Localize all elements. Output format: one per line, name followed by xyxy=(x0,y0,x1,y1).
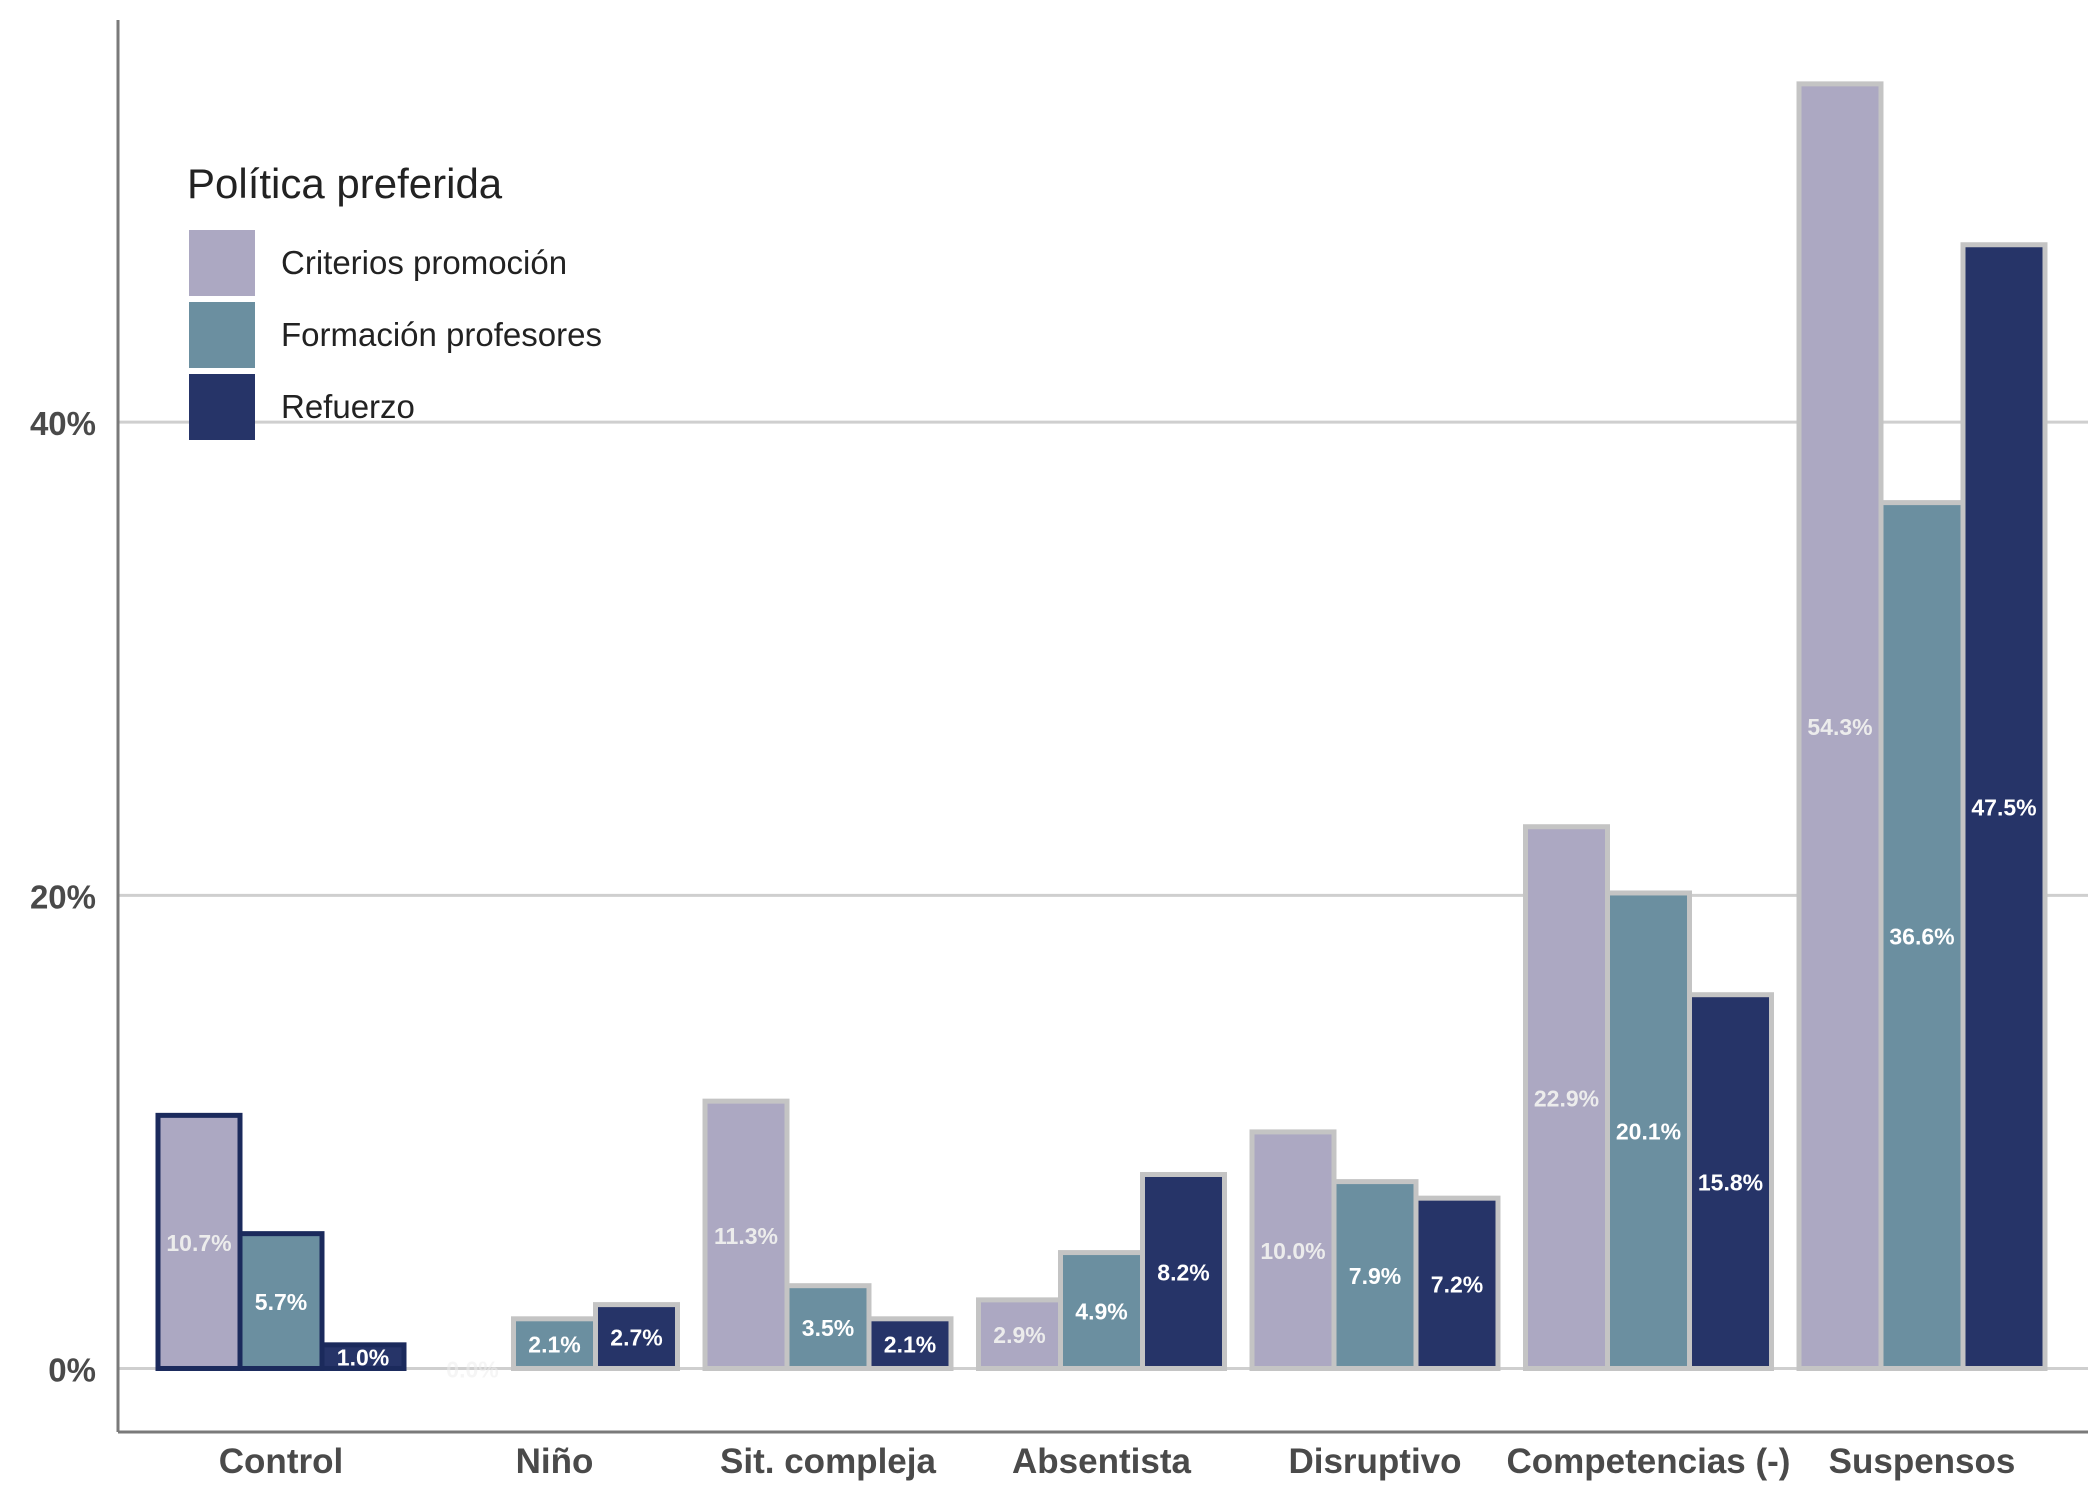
data-label: 1.0% xyxy=(337,1345,389,1371)
bar xyxy=(1796,81,1884,1371)
legend-label: Formación profesores xyxy=(281,316,602,353)
bar xyxy=(1331,1179,1419,1371)
bar xyxy=(1960,242,2048,1371)
bar xyxy=(1413,1195,1501,1371)
data-label: 10.7% xyxy=(166,1230,231,1256)
data-label: 15.8% xyxy=(1698,1170,1763,1196)
bar xyxy=(1058,1250,1145,1371)
data-label: 2.1% xyxy=(528,1332,580,1358)
data-label: 2.1% xyxy=(884,1332,936,1358)
data-label: 11.3% xyxy=(714,1223,778,1249)
x-tick-label: Competencias (-) xyxy=(1507,1442,1791,1481)
bar xyxy=(1687,992,1774,1371)
data-label: 5.7% xyxy=(255,1289,307,1315)
data-label: 47.5% xyxy=(1971,795,2036,821)
data-label: 2.7% xyxy=(610,1325,662,1351)
axes: 0% 20% 40% Control Niño Sit. compleja Absentis… xyxy=(30,20,2088,1481)
bar xyxy=(702,1098,790,1371)
legend-swatch xyxy=(189,374,255,440)
bar xyxy=(1140,1171,1227,1371)
data-label: 3.5% xyxy=(802,1315,854,1341)
x-tick-label: Absentista xyxy=(1012,1442,1191,1481)
bar xyxy=(237,1231,325,1371)
data-label: 7.2% xyxy=(1431,1271,1483,1297)
legend-swatch xyxy=(189,302,255,368)
bar xyxy=(319,1342,407,1371)
y-tick-label: 40% xyxy=(30,405,96,442)
legend-label: Criterios promoción xyxy=(281,244,567,281)
x-tick-label: Control xyxy=(219,1442,343,1481)
bar xyxy=(593,1302,680,1371)
data-label: 0.0% xyxy=(446,1356,498,1382)
bar xyxy=(1249,1129,1337,1371)
data-labels: 10.7% 5.7% 1.0% 0.0% 2.1% 2.7% 11.3% 3.5% 2.1% 2.… xyxy=(166,714,2036,1382)
bars xyxy=(155,81,2048,1371)
y-tick-label: 20% xyxy=(30,878,96,915)
bar xyxy=(1878,500,1966,1371)
data-label: 54.3% xyxy=(1807,714,1872,740)
legend: Política preferida Criterios promoción For… xyxy=(187,160,602,440)
bar xyxy=(1523,824,1610,1371)
x-tick-label: Suspensos xyxy=(1829,1442,2016,1481)
bar xyxy=(155,1112,243,1371)
data-label: 22.9% xyxy=(1534,1086,1599,1112)
data-label: 10.0% xyxy=(1260,1238,1325,1264)
bar xyxy=(784,1283,872,1371)
legend-swatch xyxy=(189,230,255,296)
bar xyxy=(976,1297,1063,1371)
data-label: 8.2% xyxy=(1157,1259,1209,1285)
y-tick-label: 0% xyxy=(48,1351,96,1388)
data-label: 7.9% xyxy=(1349,1263,1401,1289)
data-label: 20.1% xyxy=(1616,1119,1681,1145)
x-tick-label: Disruptivo xyxy=(1288,1442,1461,1481)
x-tick-label: Niño xyxy=(516,1442,594,1481)
data-label: 2.9% xyxy=(993,1322,1045,1348)
data-label: 36.6% xyxy=(1889,924,1954,950)
gridlines xyxy=(118,420,2088,1370)
data-label: 4.9% xyxy=(1075,1299,1127,1325)
bar xyxy=(866,1316,954,1371)
x-tick-label: Sit. compleja xyxy=(720,1442,936,1481)
legend-label: Refuerzo xyxy=(281,388,415,425)
legend-title: Política preferida xyxy=(187,160,503,207)
